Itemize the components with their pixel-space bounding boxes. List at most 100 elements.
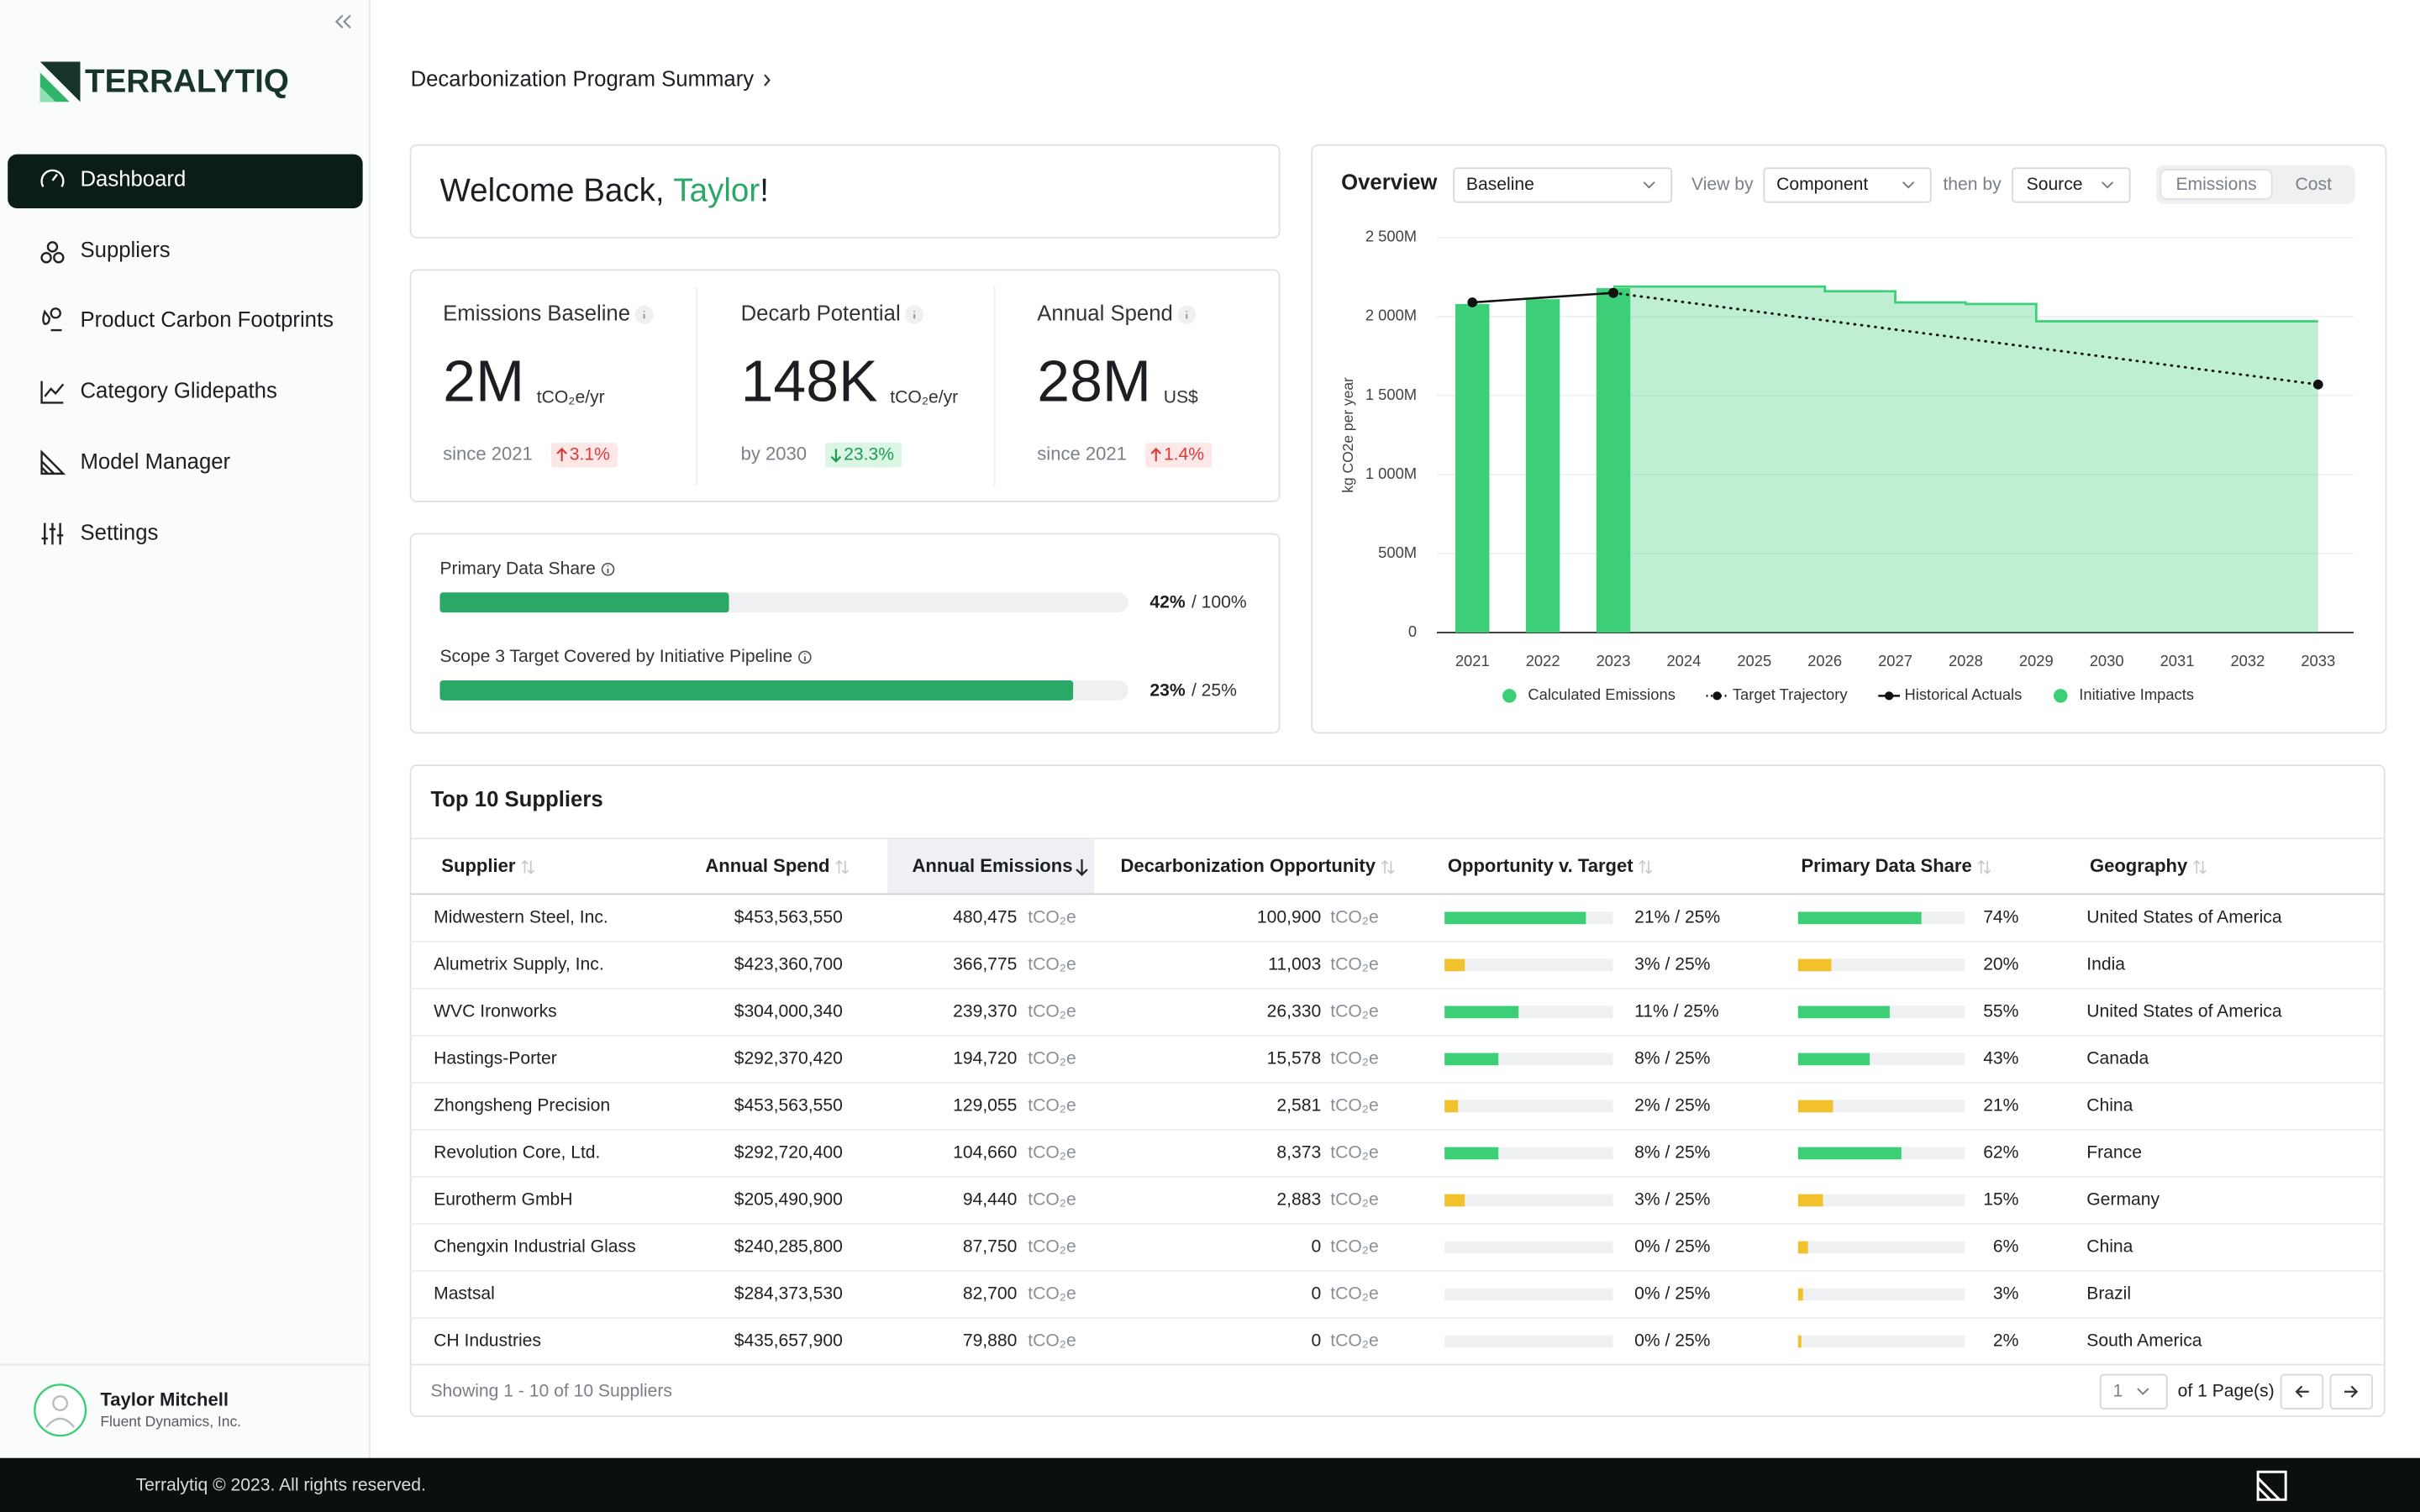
column-header[interactable]: Opportunity v. Target: [1448, 855, 1634, 876]
annual-emissions: 194,720: [953, 1048, 1017, 1068]
opportunity-track: [1444, 1336, 1612, 1348]
page-of: of 1 Page(s): [2178, 1381, 2275, 1400]
nav-item[interactable]: Category Glidepaths: [81, 379, 277, 402]
progress-bar: [439, 680, 1073, 701]
annual-emissions: 239,370: [953, 1001, 1017, 1021]
annual-emissions: 366,775: [953, 954, 1017, 974]
unit: tCO₂e: [1028, 1237, 1076, 1257]
table-title: Top 10 Suppliers: [430, 788, 602, 811]
nav-item[interactable]: Settings: [81, 521, 159, 544]
y-tick-label: 2 000M: [1365, 307, 1417, 324]
unit: tCO₂e: [1028, 1001, 1076, 1021]
opportunity-label: 3% / 25%: [1634, 1190, 1711, 1210]
kpi-value: 2M: [443, 349, 524, 414]
nav-item[interactable]: Suppliers: [81, 239, 171, 262]
opportunity-label: 8% / 25%: [1634, 1143, 1711, 1163]
x-tick-label: 2030: [2090, 652, 2124, 669]
y-tick-label: 0: [1408, 622, 1417, 640]
brand: TERRALYTIQ: [85, 63, 289, 99]
bar: [1597, 288, 1630, 633]
kpi-note: since 2021: [443, 444, 533, 465]
overview-title: Overview: [1341, 171, 1438, 194]
x-tick-label: 2023: [1597, 652, 1631, 669]
opportunity-track: [1444, 959, 1612, 972]
progress-bar: [439, 592, 729, 612]
annual-spend: $284,373,530: [734, 1284, 843, 1304]
nav-item[interactable]: Model Manager: [81, 450, 231, 474]
decarb-opportunity: 15,578: [1267, 1048, 1322, 1068]
then-by-label: then by: [1943, 175, 2002, 194]
share-label: 15%: [1983, 1190, 2018, 1210]
page-select[interactable]: [2101, 1375, 2167, 1409]
column-header[interactable]: Annual Spend: [705, 855, 829, 876]
share-track: [1798, 1242, 1965, 1254]
column-header[interactable]: Primary Data Share: [1801, 855, 1971, 876]
y-tick-label: 2 500M: [1365, 228, 1417, 245]
copyright: Terralytiq © 2023. All rights reserved.: [136, 1475, 426, 1494]
geography: United States of America: [2086, 1001, 2282, 1021]
share-bar: [1798, 1053, 1870, 1066]
unit: tCO₂e: [1028, 1331, 1076, 1351]
opportunity-label: 0% / 25%: [1634, 1331, 1711, 1351]
decarb-opportunity: 0: [1311, 1331, 1321, 1351]
opportunity-track: [1444, 1289, 1612, 1301]
annual-emissions: 87,750: [963, 1237, 1018, 1257]
then-by-value: Source: [2027, 175, 2083, 194]
unit: tCO₂e: [1330, 1048, 1378, 1068]
share-track: [1798, 1289, 1965, 1301]
line-marker: [1467, 297, 1477, 307]
geography: France: [2086, 1143, 2142, 1163]
decarb-opportunity: 100,900: [1257, 907, 1321, 927]
share-label: 62%: [1983, 1143, 2018, 1163]
kpi-change: 3.1%: [570, 444, 610, 464]
supplier: Hastings-Porter: [434, 1048, 557, 1068]
opportunity-label: 21% / 25%: [1634, 907, 1720, 927]
welcome-text: Welcome Back, Taylor!: [439, 173, 768, 209]
column-header[interactable]: Decarbonization Opportunity: [1120, 855, 1376, 876]
opportunity-bar: [1444, 1053, 1498, 1066]
opportunity-bar: [1444, 1100, 1458, 1113]
unit: tCO₂e: [1330, 1284, 1378, 1304]
kpi-note: since 2021: [1037, 444, 1127, 465]
unit: tCO₂e: [1330, 954, 1378, 974]
share-label: 20%: [1983, 954, 2018, 974]
breadcrumb[interactable]: Decarbonization Program Summary: [411, 67, 755, 91]
nav-item[interactable]: Dashboard: [81, 168, 187, 192]
sidebar: [0, 0, 369, 1458]
share-bar: [1798, 1006, 1890, 1019]
kpi-unit: tCO₂e/yr: [890, 387, 958, 407]
annual-spend: $453,563,550: [734, 1096, 843, 1116]
supplier: CH Industries: [434, 1331, 541, 1351]
x-tick-label: 2026: [1807, 652, 1842, 669]
view-by-value: Component: [1776, 175, 1868, 194]
user-company: Fluent Dynamics, Inc.: [100, 1413, 241, 1430]
opportunity-bar: [1444, 1194, 1465, 1207]
geography: India: [2086, 954, 2125, 974]
toggle-emissions[interactable]: Emissions: [2175, 175, 2256, 194]
column-header[interactable]: Supplier: [441, 855, 516, 876]
decarb-opportunity: 0: [1311, 1284, 1321, 1304]
annual-emissions: 79,880: [963, 1331, 1018, 1351]
decarb-opportunity: 26,330: [1267, 1001, 1322, 1021]
toggle-cost[interactable]: Cost: [2296, 175, 2333, 194]
x-tick-label: 2029: [2019, 652, 2054, 669]
share-label: 55%: [1983, 1001, 2018, 1021]
breadcrumb-chevron: [765, 75, 770, 86]
progress-max: / 25%: [1192, 680, 1237, 700]
supplier: Alumetrix Supply, Inc.: [434, 954, 604, 974]
share-label: 6%: [1993, 1237, 2019, 1257]
scenario-value: Baseline: [1466, 175, 1534, 194]
unit: tCO₂e: [1028, 1190, 1076, 1210]
share-label: 3%: [1993, 1284, 2019, 1304]
annual-spend: $292,370,420: [734, 1048, 843, 1068]
column-header[interactable]: Geography: [2090, 855, 2188, 876]
unit: tCO₂e: [1028, 1096, 1076, 1116]
annual-emissions: 82,700: [963, 1284, 1018, 1304]
nav-item[interactable]: Product Carbon Footprints: [81, 308, 334, 332]
supplier: Eurotherm GmbH: [434, 1190, 572, 1210]
annual-emissions: 94,440: [963, 1190, 1018, 1210]
decarb-opportunity: 11,003: [1268, 954, 1321, 974]
column-header[interactable]: Annual Emissions: [913, 855, 1073, 876]
supplier: Midwestern Steel, Inc.: [434, 907, 608, 927]
share-label: 43%: [1983, 1048, 2018, 1068]
